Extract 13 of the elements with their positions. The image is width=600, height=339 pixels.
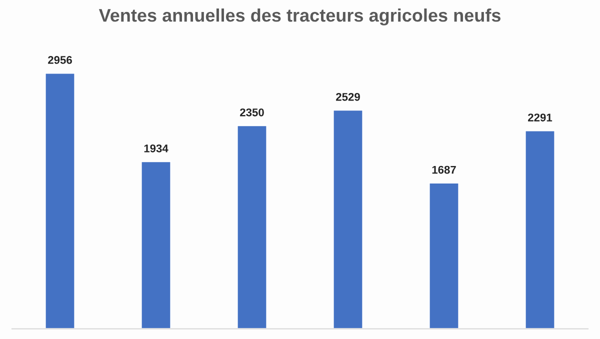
data-label: 2350: [240, 108, 264, 116]
data-label: 2956: [48, 56, 72, 64]
bar: [332, 109, 364, 329]
chart-title: Ventes annuelles des tracteurs agricoles neufs: [98, 8, 500, 26]
bar: [44, 72, 76, 329]
data-label: 1934: [144, 144, 168, 152]
data-label: 2291: [528, 114, 552, 122]
bar: [140, 160, 172, 329]
data-label: 1687: [432, 166, 456, 174]
bar: [428, 182, 460, 329]
data-label: 2529: [336, 92, 360, 101]
bar: [236, 124, 268, 329]
bar: [524, 130, 556, 329]
